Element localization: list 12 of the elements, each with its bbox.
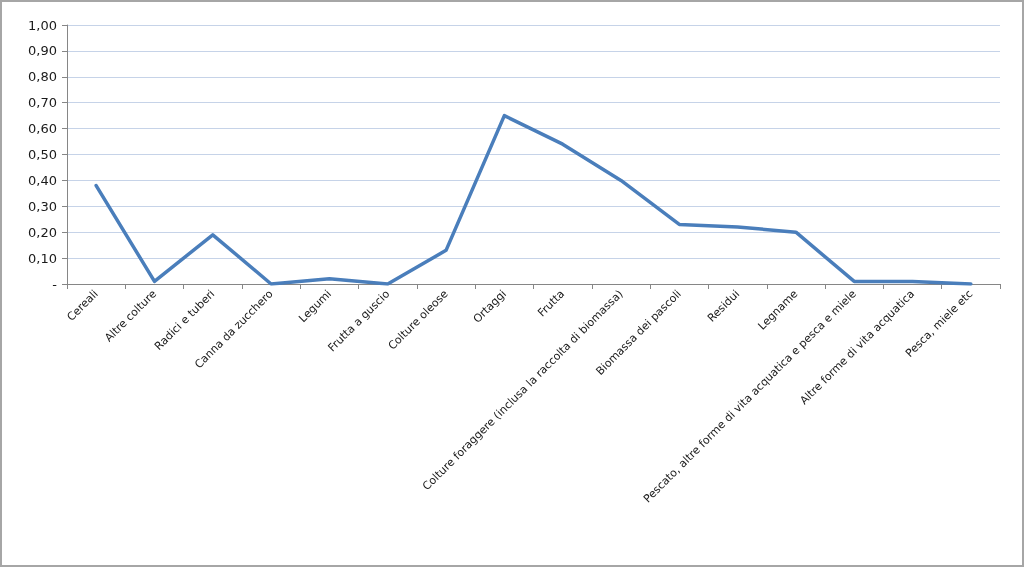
y-tick-label: 0,30 <box>28 198 57 214</box>
y-tick-label: 0,10 <box>28 250 57 266</box>
y-tick-label: 0,60 <box>28 121 57 137</box>
y-tick-label: 0,80 <box>28 69 57 85</box>
y-tick-label: 0,20 <box>28 224 57 240</box>
y-tick-label: 0,70 <box>28 95 57 111</box>
line-series <box>94 113 973 286</box>
y-tick-label: - <box>52 276 58 292</box>
y-tick-label: 0,40 <box>28 172 57 188</box>
y-tick-label: 0,50 <box>28 147 57 162</box>
y-tick-label: 1,00 <box>28 17 57 33</box>
y-tick-label: 0,90 <box>28 43 57 59</box>
